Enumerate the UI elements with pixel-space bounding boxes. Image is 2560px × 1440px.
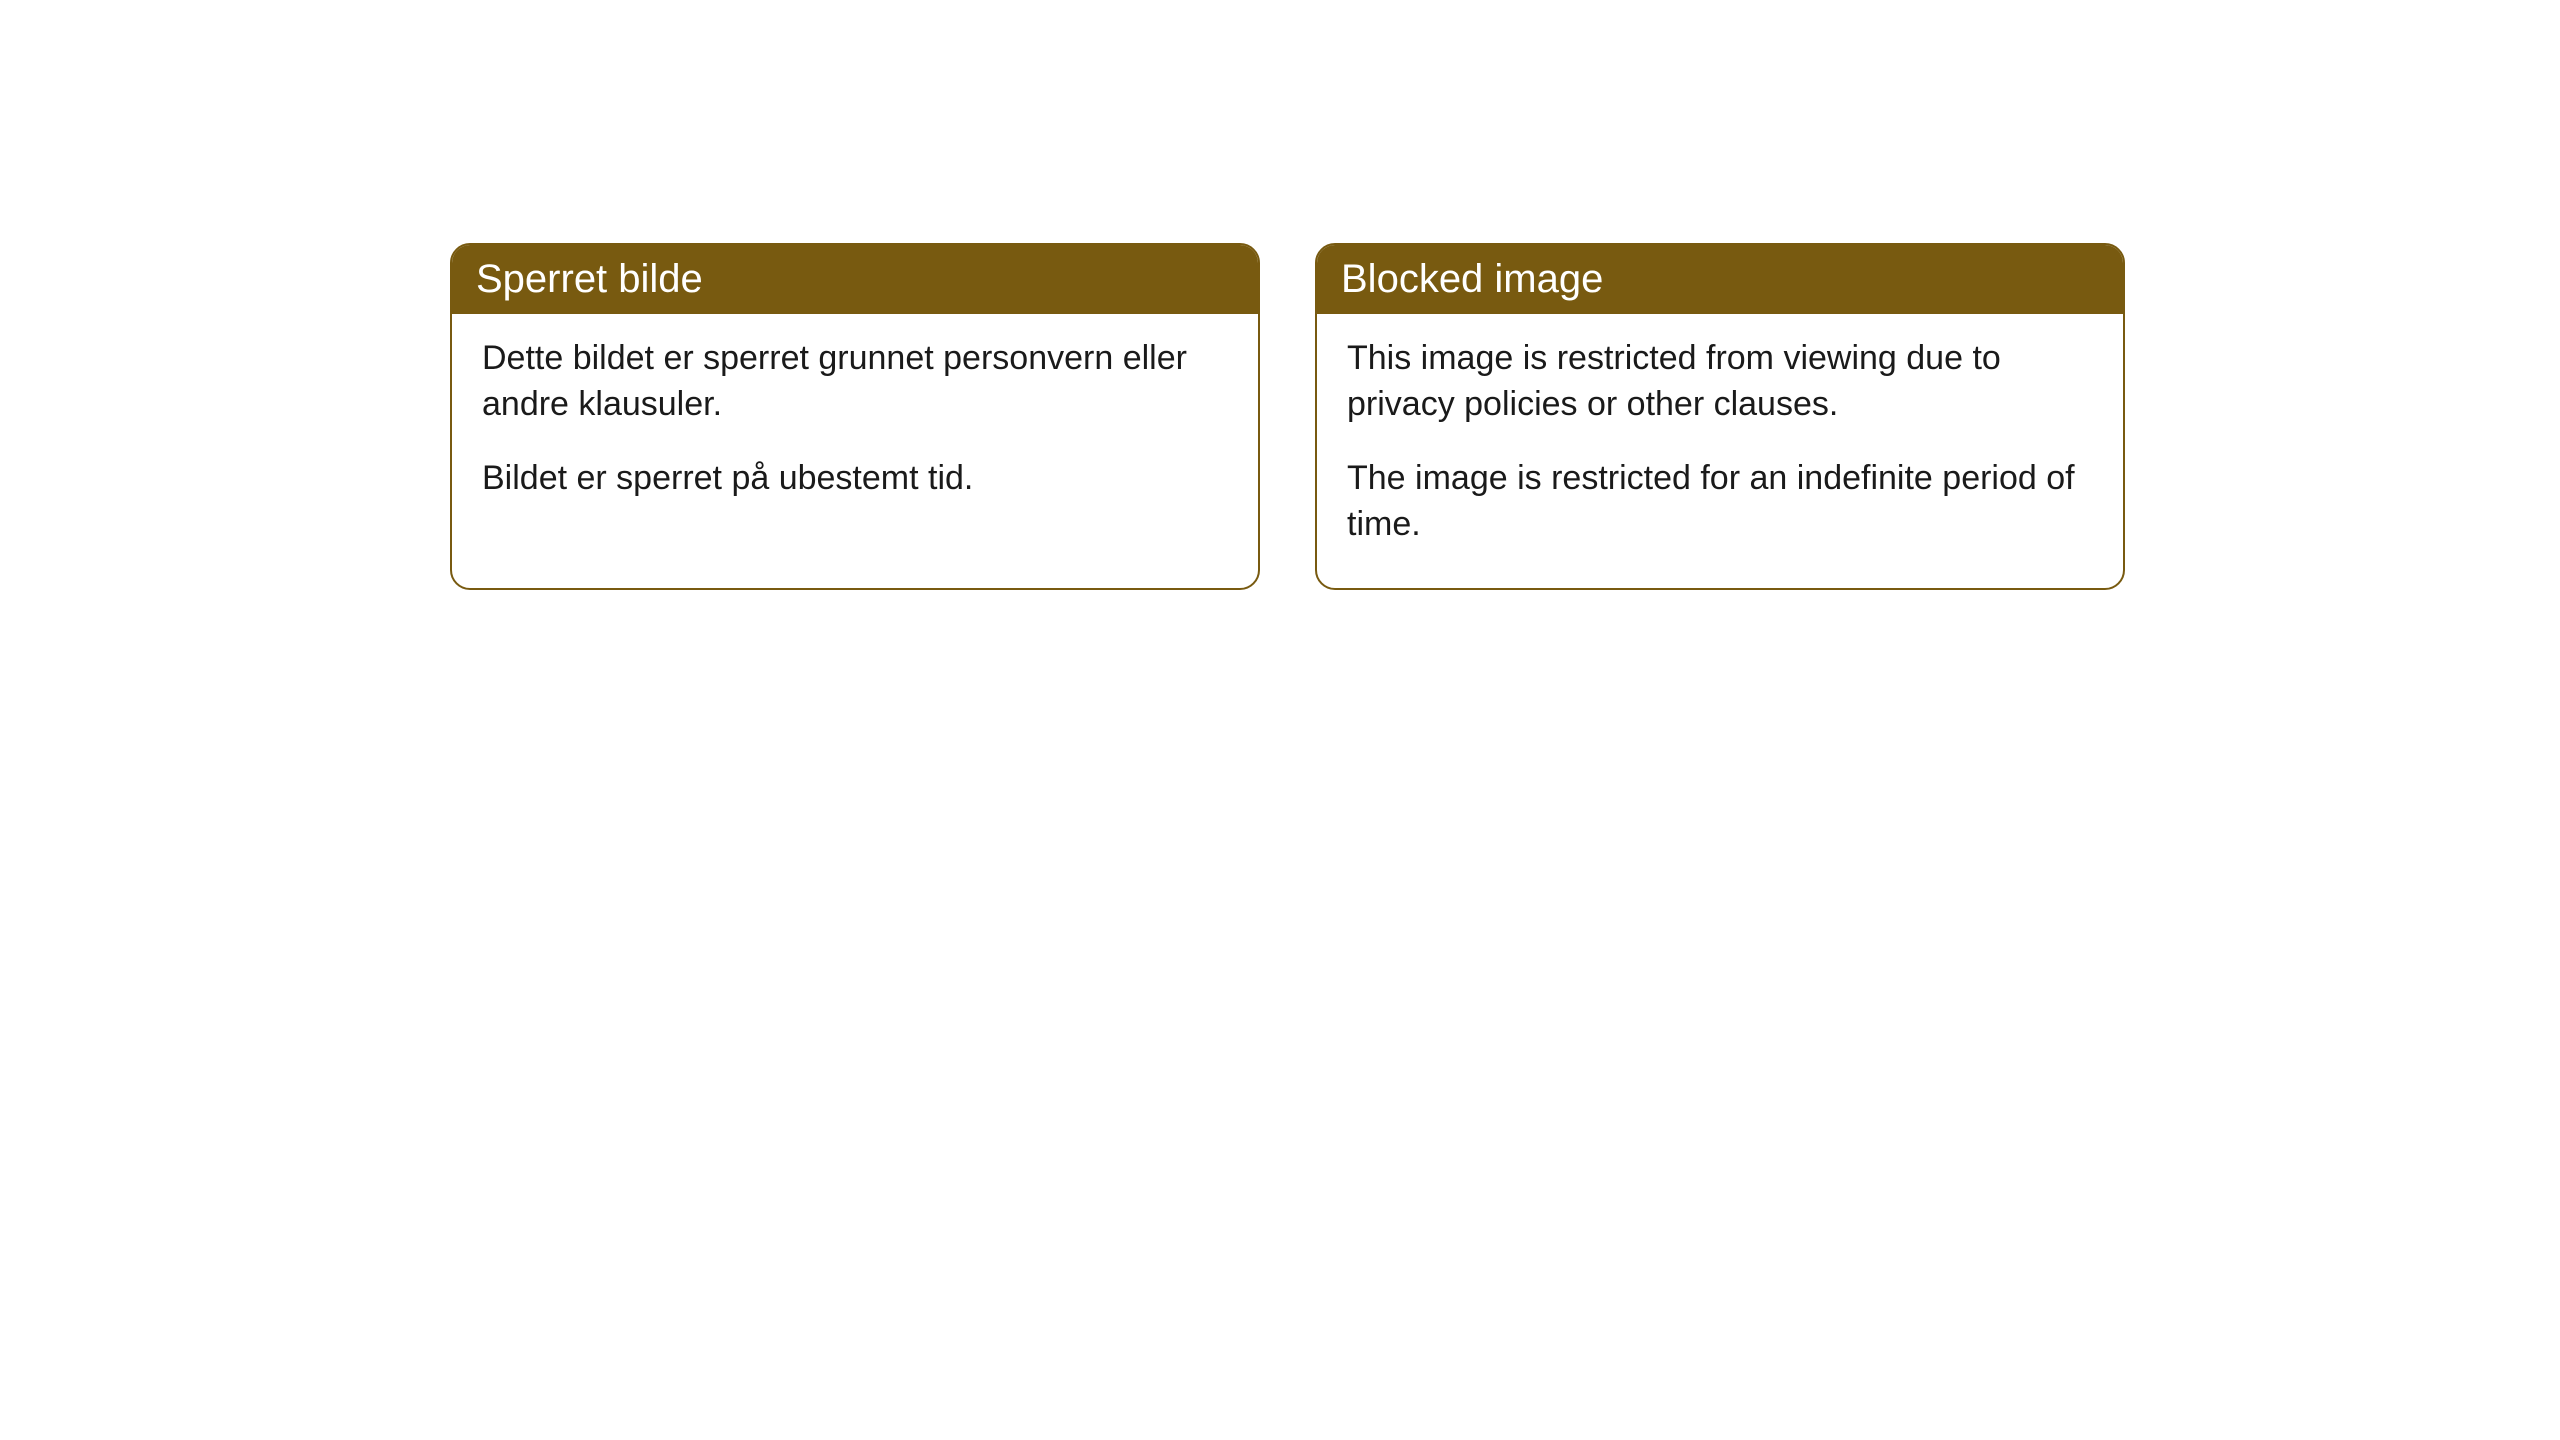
- blocked-image-card-norwegian: Sperret bilde Dette bildet er sperret gr…: [450, 243, 1260, 590]
- card-body-english: This image is restricted from viewing du…: [1317, 314, 2123, 588]
- card-title: Blocked image: [1341, 257, 1603, 301]
- card-paragraph-1: This image is restricted from viewing du…: [1347, 336, 2093, 428]
- card-paragraph-2: Bildet er sperret på ubestemt tid.: [482, 456, 1228, 502]
- card-header-norwegian: Sperret bilde: [452, 245, 1258, 314]
- card-paragraph-1: Dette bildet er sperret grunnet personve…: [482, 336, 1228, 428]
- card-paragraph-2: The image is restricted for an indefinit…: [1347, 456, 2093, 548]
- card-title: Sperret bilde: [476, 257, 703, 301]
- card-header-english: Blocked image: [1317, 245, 2123, 314]
- cards-container: Sperret bilde Dette bildet er sperret gr…: [450, 243, 2125, 590]
- card-body-norwegian: Dette bildet er sperret grunnet personve…: [452, 314, 1258, 542]
- blocked-image-card-english: Blocked image This image is restricted f…: [1315, 243, 2125, 590]
